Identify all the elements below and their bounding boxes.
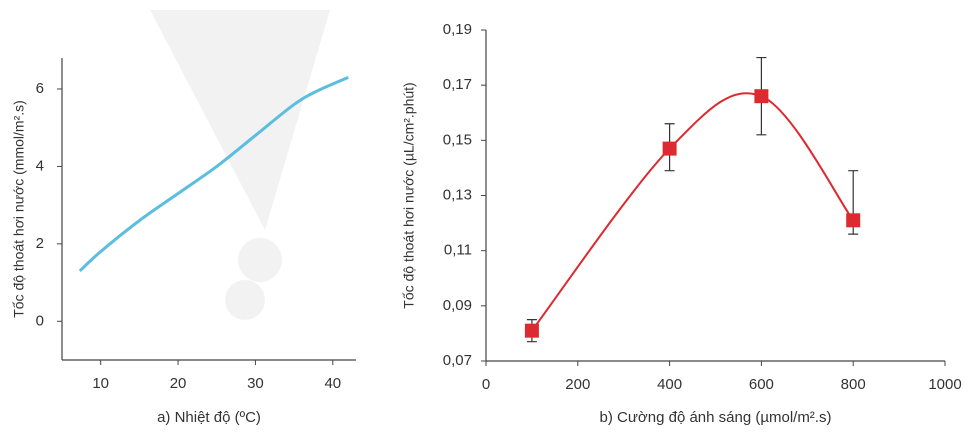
marker: [524, 323, 539, 338]
watermark: [150, 10, 330, 320]
marker: [754, 89, 769, 104]
y-tick-label: 0,07: [443, 352, 472, 369]
marker: [662, 141, 677, 156]
y-tick-label: 0,19: [443, 21, 472, 38]
x-axis-label: a) Nhiệt độ (ºC): [157, 409, 261, 426]
marker: [846, 213, 861, 228]
y-tick-label: 6: [36, 80, 44, 97]
x-tick-label: 0: [482, 376, 490, 393]
x-tick-label: 200: [565, 376, 590, 393]
line: [531, 92, 855, 332]
y-tick-label: 0: [36, 312, 44, 329]
y-tick-label: 0,15: [443, 131, 472, 148]
x-tick-label: 10: [92, 375, 109, 392]
y-tick-label: 0,11: [444, 242, 472, 259]
x-tick-label: 1000: [928, 376, 961, 393]
x-tick-label: 800: [841, 376, 866, 393]
x-axis-label: b) Cường độ ánh sáng (µmol/m².s): [600, 409, 832, 426]
x-tick-label: 30: [247, 375, 264, 392]
y-axis-label: Tốc độ thoát hơi nước (µL/cm².phút): [401, 82, 417, 308]
y-tick-label: 0,09: [443, 297, 472, 314]
y-tick-label: 2: [36, 235, 44, 252]
line: [78, 75, 349, 273]
y-tick-label: 0,13: [443, 186, 472, 203]
x-tick-label: 20: [170, 375, 187, 392]
y-axis-label: Tốc độ thoát hơi nước (mmol/m².s): [11, 100, 27, 318]
x-tick-label: 400: [657, 376, 682, 393]
y-tick-label: 0,17: [443, 76, 472, 93]
x-tick-label: 600: [749, 376, 774, 393]
x-tick-label: 40: [324, 375, 341, 392]
y-tick-label: 4: [36, 157, 44, 174]
